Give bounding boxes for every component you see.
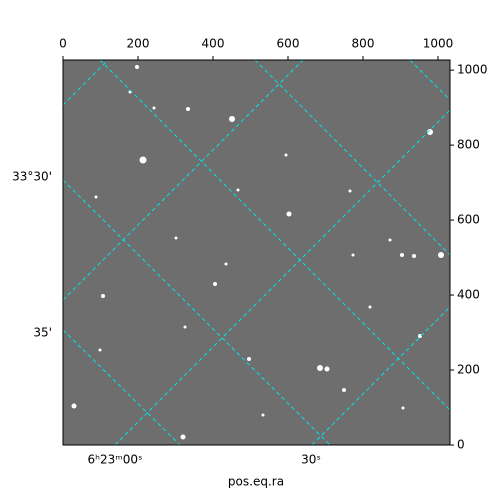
x-tick-label: 600 <box>277 37 300 51</box>
y-tick-label: 800 <box>457 138 480 152</box>
sky-image <box>63 60 450 445</box>
wcs-grid <box>63 60 450 445</box>
x-tick-label: 800 <box>352 37 375 51</box>
y-tick-label: 1000 <box>457 63 488 77</box>
x-axis-label: pos.eq.ra <box>228 475 284 489</box>
x-tick-label: 1000 <box>423 37 454 51</box>
x-tick-label: 200 <box>127 37 150 51</box>
stars <box>71 65 444 440</box>
y-tick-label: 600 <box>457 213 480 227</box>
dec-tick-label: 35' <box>33 326 52 340</box>
ra-tick-label: 6ʰ23ᵐ00ˢ <box>88 453 143 467</box>
y-tick-label: 400 <box>457 288 480 302</box>
x-tick-label: 400 <box>202 37 225 51</box>
axes-frame <box>62 59 451 446</box>
y-tick-label: 200 <box>457 363 480 377</box>
ra-tick-label: 30ˢ <box>301 453 321 467</box>
y-tick-label: 0 <box>457 438 465 452</box>
dec-tick-label: 33°30' <box>12 170 52 184</box>
x-tick-label: 0 <box>59 37 67 51</box>
